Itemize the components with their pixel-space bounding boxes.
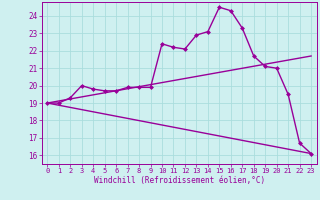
X-axis label: Windchill (Refroidissement éolien,°C): Windchill (Refroidissement éolien,°C): [94, 176, 265, 185]
